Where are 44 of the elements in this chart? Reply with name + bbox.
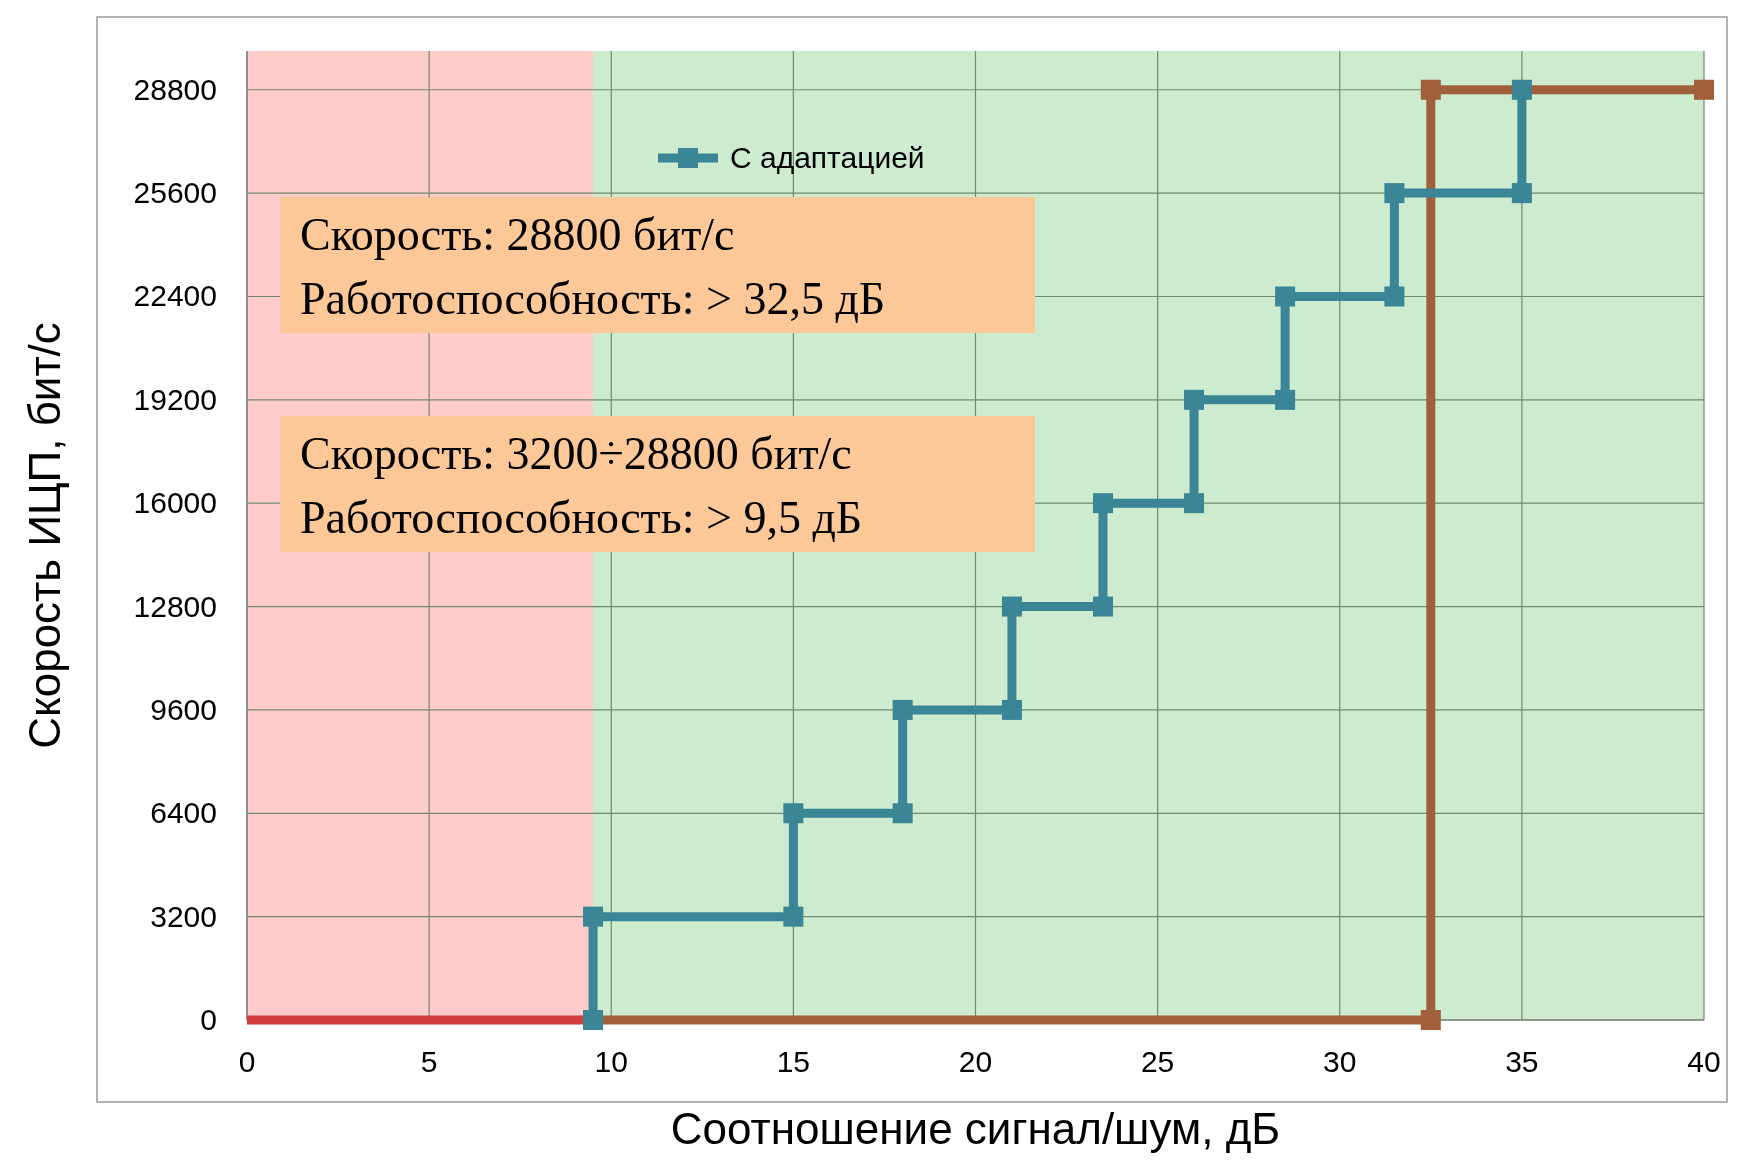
point xyxy=(1092,493,1113,514)
point xyxy=(892,699,913,720)
x-tick-label: 0 xyxy=(238,1045,256,1078)
point xyxy=(1184,493,1205,514)
annotation: Скорость: 3200÷28800 бит/с Работоспособность: > 9,5 дБ xyxy=(300,428,863,543)
point xyxy=(783,906,804,927)
x-tick-label: 5 xyxy=(420,1045,438,1078)
y-tick-label: 9600 xyxy=(150,692,217,726)
point xyxy=(1001,596,1022,617)
point xyxy=(1420,79,1441,100)
x-tick-label: 20 xyxy=(958,1045,993,1078)
x-tick-label: 30 xyxy=(1323,1045,1357,1078)
y-tick-label: 3200 xyxy=(150,899,217,933)
legend-label: С адаптацией xyxy=(730,141,925,174)
x-axis-title: Соотношение сигнал/шум, дБ xyxy=(670,1104,1281,1153)
point xyxy=(1420,1010,1441,1030)
x-tick-label: 35 xyxy=(1505,1045,1539,1078)
y-tick-label: 22400 xyxy=(133,279,217,313)
x-tick-label: 40 xyxy=(1687,1045,1721,1078)
point xyxy=(1275,389,1296,410)
point xyxy=(1694,79,1714,100)
point xyxy=(783,803,804,824)
point xyxy=(1184,389,1205,410)
x-tick-label: 10 xyxy=(594,1045,628,1078)
y-tick-label: 12800 xyxy=(133,589,217,623)
y-tick-label: 6400 xyxy=(150,796,217,830)
y-axis-title: Скорость ИЦП, бит/с xyxy=(20,322,69,749)
y-tick-label: 16000 xyxy=(133,486,217,520)
point xyxy=(1001,699,1022,720)
y-tick-label: 25600 xyxy=(133,176,217,210)
y-tick-label: 28800 xyxy=(133,72,217,106)
point xyxy=(583,906,604,927)
y-tick-label: 19200 xyxy=(133,382,217,416)
point xyxy=(892,803,913,824)
x-tick-label: 15 xyxy=(776,1045,811,1078)
y-tick-label: 0 xyxy=(200,1003,217,1036)
point xyxy=(1511,183,1532,204)
point xyxy=(1384,286,1405,307)
point xyxy=(1092,596,1113,617)
x-tick-label: 25 xyxy=(1140,1045,1175,1078)
point xyxy=(1275,286,1296,307)
point xyxy=(1384,183,1405,204)
point xyxy=(1511,79,1532,100)
annotation: Скорость: 28800 бит/с Работоспособность: > 32,5 дБ xyxy=(300,209,886,324)
